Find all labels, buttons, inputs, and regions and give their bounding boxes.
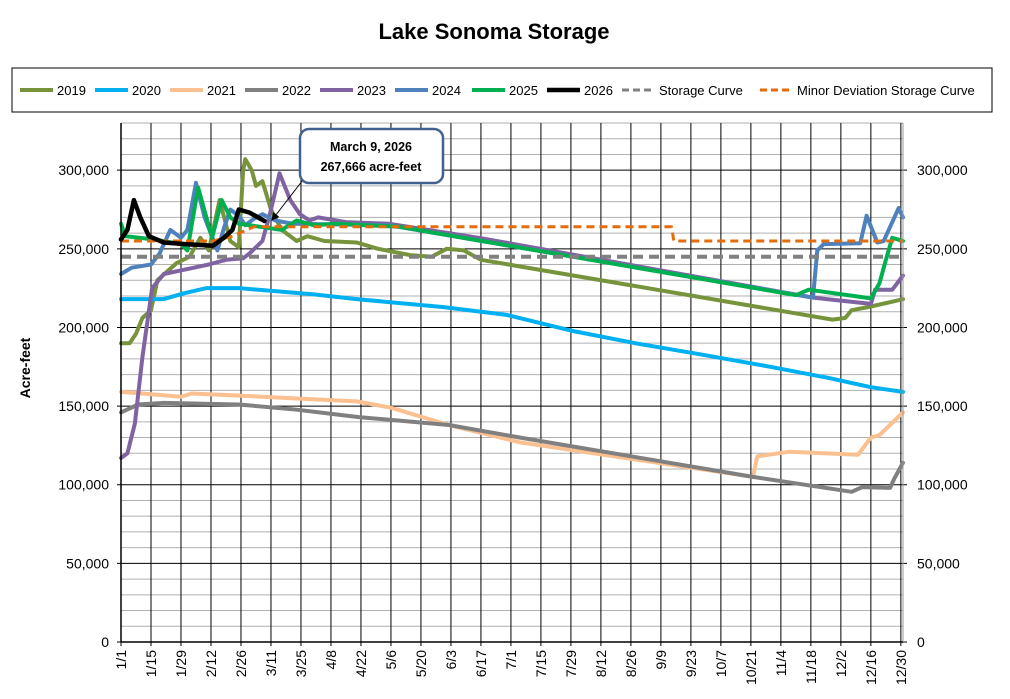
x-tick-label: 7/1 — [503, 650, 519, 670]
x-tick-label: 4/8 — [323, 650, 339, 670]
axes: 0 0 50,000 50,000 100,000 100,000 150,000 150,0… — [58, 123, 968, 685]
x-tick-label: 8/12 — [593, 650, 609, 677]
annotation-arrow — [271, 175, 307, 221]
x-tick-label: 7/15 — [533, 650, 549, 677]
legend-label-2020: 2020 — [132, 83, 161, 98]
x-tick-label: 1/29 — [173, 650, 189, 677]
series-line-2022 — [119, 400, 905, 494]
legend-label-2026: 2026 — [584, 83, 613, 98]
x-tick-label: 2/12 — [203, 650, 219, 677]
y-tick-label-right: 200,000 — [917, 319, 968, 335]
y-tick-label-right: 100,000 — [917, 477, 968, 493]
x-tick-label: 7/29 — [563, 650, 579, 677]
x-tick-label: 12/2 — [833, 650, 849, 677]
series-line-2019 — [119, 157, 905, 346]
x-tick-label: 3/25 — [293, 650, 309, 677]
legend: 2019 2020 2021 2022 2023 2024 2025 2026 Storage … — [11, 67, 993, 113]
chart-title: Lake Sonoma Storage — [378, 19, 609, 44]
x-tick-label: 3/11 — [263, 650, 279, 676]
y-tick-label-right: 300,000 — [917, 162, 968, 178]
legend-label-2023: 2023 — [357, 83, 386, 98]
x-tick-label: 11/4 — [773, 650, 789, 676]
series-line-minor-deviation-storage-curve — [121, 225, 903, 243]
y-tick-label-right: 50,000 — [917, 555, 960, 571]
x-tick-label: 10/7 — [713, 650, 729, 677]
y-tick-label-left: 50,000 — [66, 555, 109, 571]
series-line-2026 — [118, 197, 267, 248]
annotation-callout: March 9, 2026 267,666 acre-feet — [271, 127, 445, 221]
legend-label-storage-curve: Storage Curve — [659, 83, 743, 98]
x-tick-label: 4/22 — [353, 650, 369, 677]
y-tick-label-left: 0 — [101, 634, 109, 650]
annotation-box — [298, 127, 445, 185]
y-tick-label-left: 100,000 — [58, 477, 109, 493]
y-tick-label-left: 150,000 — [58, 398, 109, 414]
series-line-2025 — [119, 185, 905, 301]
legend-label-2019: 2019 — [57, 83, 86, 98]
x-tick-label: 6/17 — [473, 650, 489, 677]
y-tick-label-left: 250,000 — [58, 241, 109, 257]
series-line-2020 — [119, 286, 905, 394]
y-tick-label-left: 300,000 — [58, 162, 109, 178]
x-tick-label: 8/26 — [623, 650, 639, 677]
y-axis-label: Acre-feet — [17, 337, 33, 398]
x-tick-label: 11/18 — [803, 650, 819, 684]
x-tick-label: 6/3 — [443, 650, 459, 670]
y-tick-label-right: 250,000 — [917, 241, 968, 257]
x-tick-label: 9/23 — [683, 650, 699, 677]
x-tick-label: 1/15 — [143, 650, 159, 677]
y-tick-label-left: 200,000 — [58, 319, 109, 335]
y-tick-label-right: 0 — [917, 634, 925, 650]
x-tick-label: 1/1 — [113, 650, 129, 670]
y-tick-label-right: 150,000 — [917, 398, 968, 414]
x-tick-label: 5/20 — [413, 650, 429, 677]
legend-label-2025: 2025 — [509, 83, 538, 98]
x-tick-label: 12/30 — [893, 650, 909, 685]
series-group — [118, 157, 905, 494]
annotation-value: 267,666 acre-feet — [321, 160, 423, 174]
legend-label-2022: 2022 — [282, 83, 311, 98]
x-tick-label: 9/9 — [653, 650, 669, 670]
series-line-2024 — [119, 180, 905, 300]
x-tick-label: 12/16 — [863, 650, 879, 685]
annotation-date: March 9, 2026 — [330, 140, 412, 154]
legend-label-2024: 2024 — [432, 83, 461, 98]
x-tick-label: 2/26 — [233, 650, 249, 677]
grid — [117, 122, 907, 646]
x-tick-label: 10/21 — [743, 650, 759, 685]
legend-label-minor-deviation-storage-curve: Minor Deviation Storage Curve — [797, 83, 975, 98]
x-tick-label: 5/6 — [383, 650, 399, 670]
legend-label-2021: 2021 — [207, 83, 236, 98]
